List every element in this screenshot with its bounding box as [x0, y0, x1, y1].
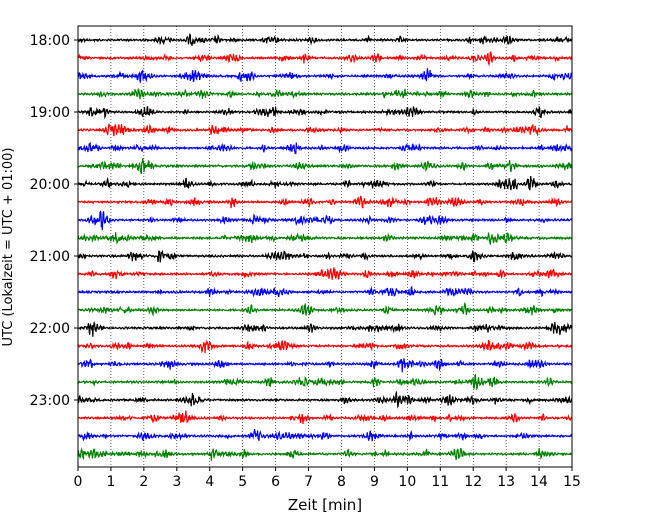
x-tick-label: 8 — [337, 474, 346, 490]
trace-line — [77, 302, 572, 317]
trace-line — [77, 390, 573, 409]
x-tick-label: 9 — [370, 474, 379, 490]
trace-line — [77, 373, 573, 391]
trace-line — [77, 321, 573, 337]
y-tick-label: 19:00 — [30, 105, 70, 121]
trace-line — [77, 141, 573, 155]
y-tick-label: 18:00 — [30, 33, 70, 49]
x-tick-label: 2 — [139, 474, 148, 490]
trace-line — [77, 105, 573, 120]
y-tick-label: 21:00 — [30, 249, 70, 265]
trace-line — [77, 285, 573, 298]
y-tick-label: 22:00 — [30, 321, 70, 337]
trace-line — [77, 33, 573, 46]
x-tick-label: 10 — [398, 474, 416, 490]
trace-line — [77, 175, 573, 191]
trace-line — [77, 195, 573, 209]
y-tick-label: 20:00 — [30, 177, 70, 193]
x-axis-label: Zeit [min] — [288, 496, 362, 514]
trace-line — [77, 68, 573, 83]
trace-line — [77, 339, 573, 354]
trace-line — [77, 51, 573, 67]
x-tick-label: 13 — [497, 474, 515, 490]
trace-line — [77, 358, 573, 373]
x-tick-label: 11 — [431, 474, 449, 490]
trace-line — [77, 210, 573, 231]
x-tick-label: 5 — [238, 474, 247, 490]
trace-line — [77, 267, 573, 280]
trace-line — [77, 231, 573, 245]
x-tick-label: 4 — [205, 474, 214, 490]
x-tick-label: 14 — [530, 474, 548, 490]
trace-group — [77, 33, 573, 461]
trace-line — [77, 123, 573, 137]
plot-frame — [77, 25, 573, 468]
trace-line — [77, 88, 573, 100]
x-tick-label: 7 — [304, 474, 313, 490]
y-axis-ticks: 18:00 19:00 20:00 21:00 22:00 23:00 — [30, 33, 78, 409]
x-tick-label: 1 — [106, 474, 115, 490]
x-axis-ticks: 0 1 2 3 4 5 6 7 8 9 10 11 12 13 14 15 — [74, 467, 581, 490]
x-tick-label: 15 — [563, 474, 581, 490]
y-axis-label: UTC (Lokalzeit = UTC + 01:00) — [1, 148, 16, 347]
trace-line — [77, 428, 573, 442]
x-tick-label: 0 — [74, 474, 83, 490]
trace-line — [77, 410, 573, 425]
trace-line — [77, 447, 573, 461]
x-tick-label: 12 — [464, 474, 482, 490]
y-tick-label: 23:00 — [30, 393, 70, 409]
x-tick-label: 6 — [271, 474, 280, 490]
trace-line — [77, 249, 573, 263]
x-tick-label: 3 — [172, 474, 181, 490]
trace-line — [77, 158, 573, 175]
